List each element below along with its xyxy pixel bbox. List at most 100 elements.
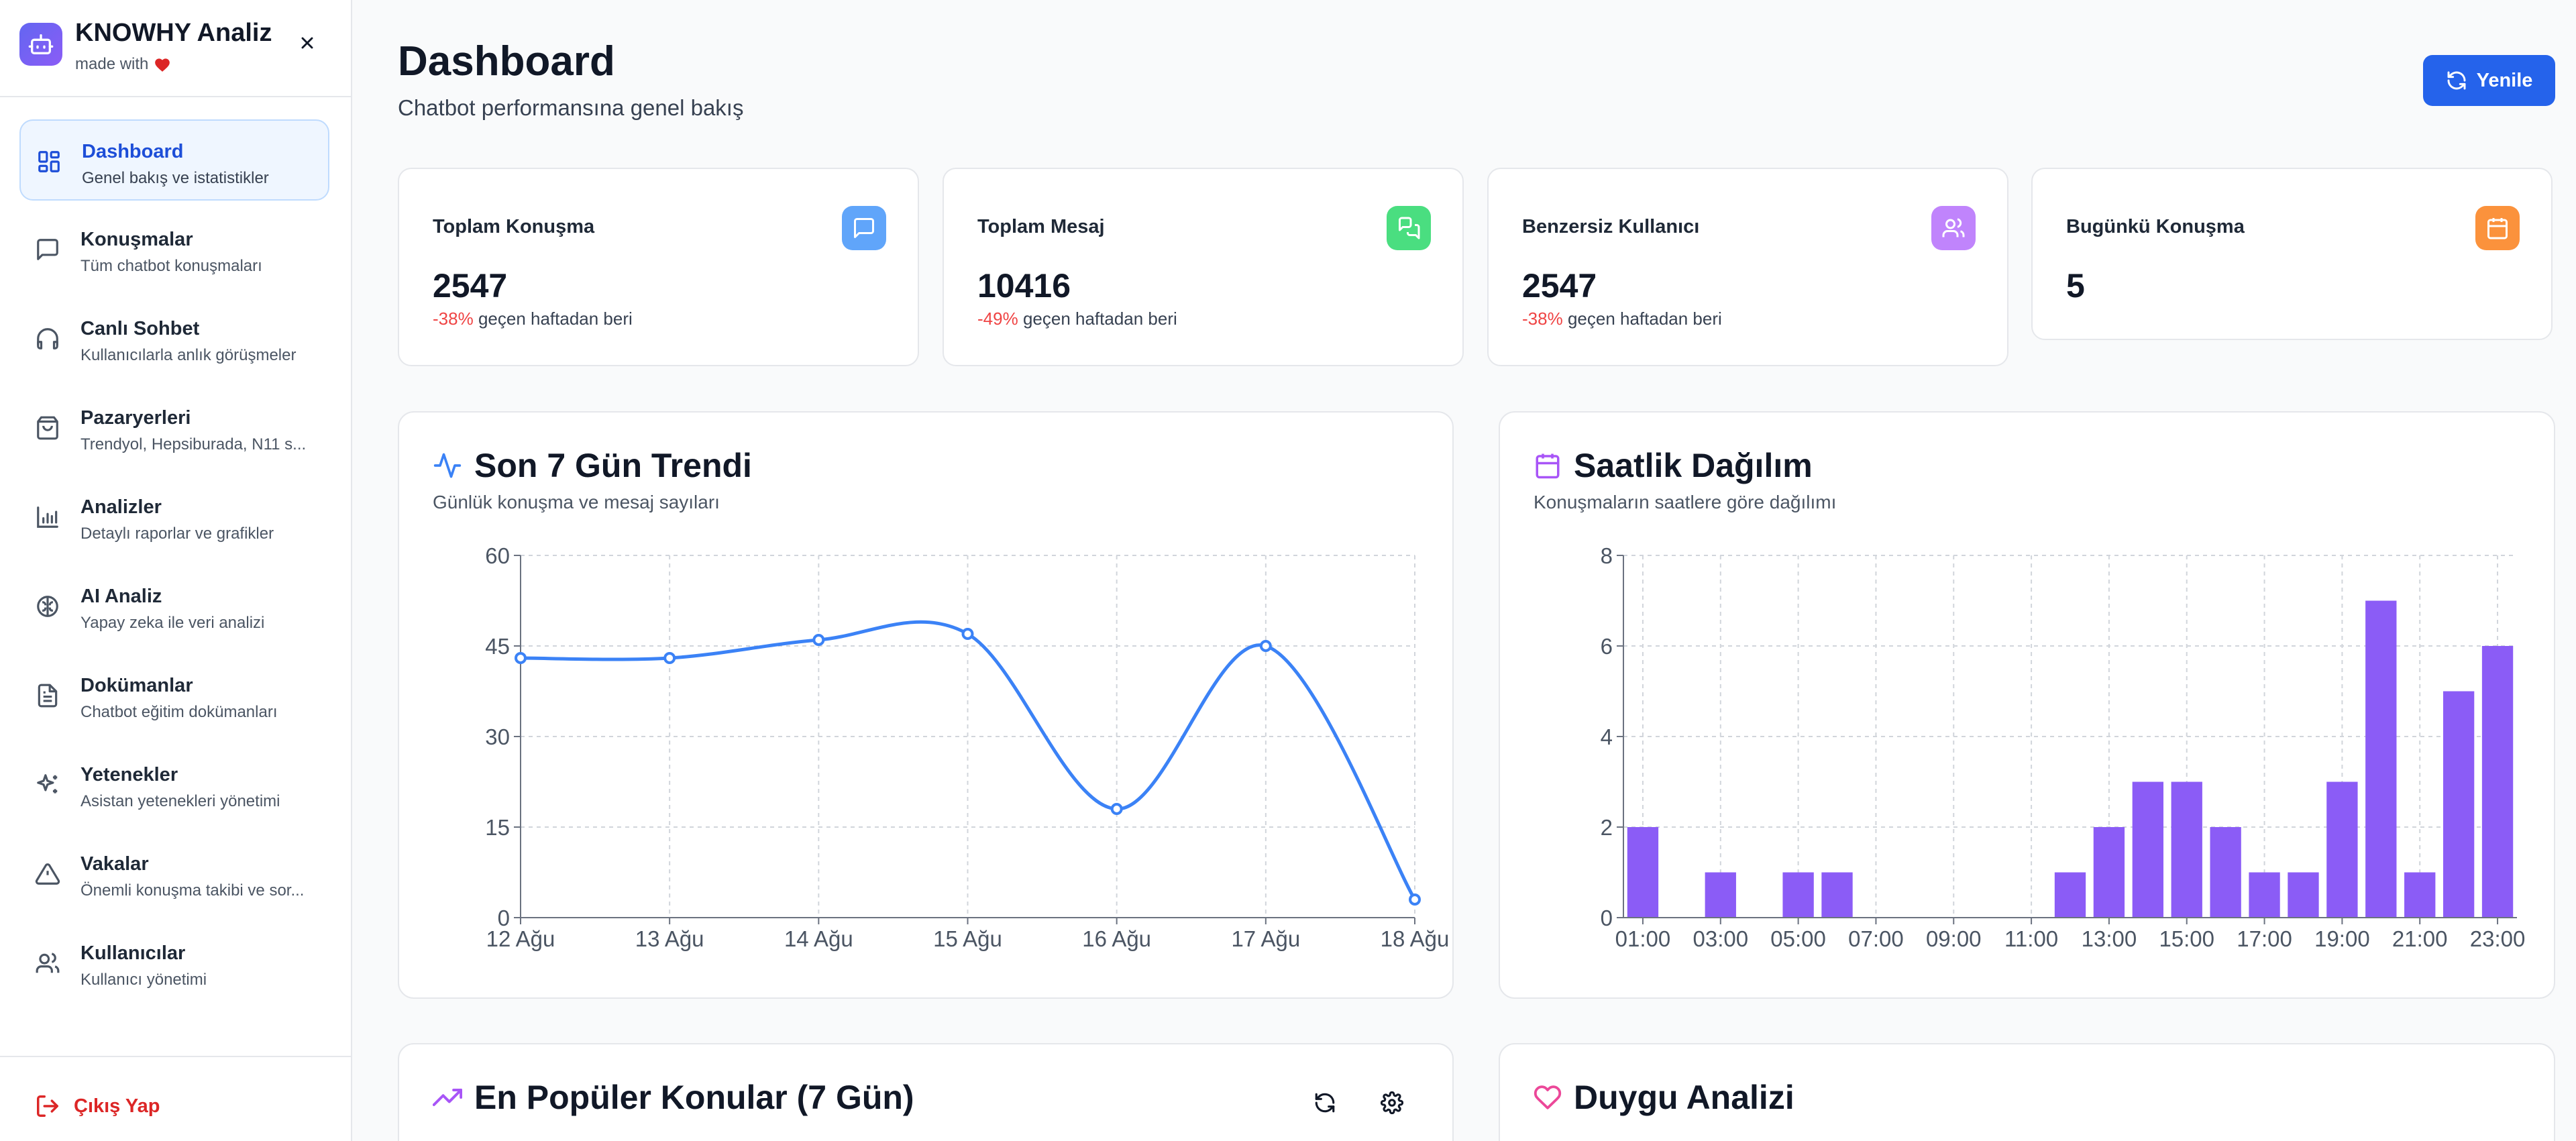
- message-square-icon: [34, 236, 61, 263]
- stat-label: Bugünkü Konuşma: [2066, 216, 2245, 237]
- x-tick-label: 18 Ağu: [1381, 926, 1450, 951]
- sidebar-item-dokumanlar[interactable]: Dokümanlar Chatbot eğitim dokümanları: [19, 655, 329, 736]
- sidebar-item-desc: Chatbot eğitim dokümanları: [80, 703, 278, 721]
- alert-triangle-icon: [34, 861, 61, 887]
- hourly-subtitle: Konuşmaların saatlere göre dağılımı: [1534, 492, 1837, 512]
- bar-05:00: [1782, 872, 1814, 918]
- gear-icon: [1381, 1091, 1403, 1114]
- brain-icon: [34, 593, 61, 620]
- trend-panel: Son 7 Gün Trendi Günlük konuşma ve mesaj…: [398, 411, 1454, 999]
- data-point: [961, 628, 974, 640]
- dashboard-grid-icon: [36, 148, 62, 175]
- sidebar-item-label: Vakalar: [80, 853, 149, 875]
- logout-label: Çıkış Yap: [74, 1095, 160, 1117]
- stat-card-total-conversations: Toplam Konuşma 2547 -38% geçen haftadan …: [398, 168, 919, 366]
- logout-button[interactable]: Çıkış Yap: [35, 1093, 160, 1119]
- bar-14:00: [2132, 781, 2163, 918]
- sentiment-panel: Duygu Analizi: [1499, 1043, 2555, 1141]
- hourly-bar-chart: 0 2 4 6 8 01:00 03:00 05:00 07:00 09:00 11:00 13:00…: [1601, 543, 2526, 951]
- y-tick-label: 4: [1601, 724, 1613, 749]
- stat-change: -38% geçen haftadan beri: [1522, 309, 1722, 329]
- sidebar-item-desc: Önemli konuşma takibi ve sor...: [80, 881, 305, 900]
- bar-16:00: [2210, 827, 2241, 918]
- stat-card-unique-users: Benzersiz Kullanıcı 2547 -38% geçen haft…: [1487, 168, 2008, 366]
- sidebar-footer: Çıkış Yap: [0, 1056, 351, 1141]
- bar-20:00: [2365, 600, 2397, 918]
- bar-01:00: [1627, 827, 1659, 918]
- sidebar-item-label: Pazaryerleri: [80, 407, 191, 429]
- hourly-title-text: Saatlik Dağılım: [1574, 447, 1813, 484]
- stat-label: Benzersiz Kullanıcı: [1522, 216, 1700, 237]
- sidebar-item-label: Canlı Sohbet: [80, 318, 200, 339]
- heart-icon: [155, 58, 170, 72]
- brand-tagline: made with: [75, 55, 171, 74]
- sidebar-item-dashboard[interactable]: Dashboard Genel bakış ve istatistikler: [19, 119, 329, 201]
- series-line: [520, 620, 1417, 901]
- sentiment-title-text: Duygu Analizi: [1574, 1079, 1794, 1116]
- topics-title-text: En Popüler Konular (7 Gün): [474, 1079, 914, 1116]
- y-tick-label: 2: [1601, 815, 1613, 840]
- y-tick-label: 8: [1601, 543, 1613, 568]
- messages-icon: [1387, 206, 1431, 250]
- stat-label: Toplam Konuşma: [433, 216, 595, 237]
- stat-card-today-conversations: Bugünkü Konuşma 5: [2031, 168, 2553, 340]
- brand-tagline-text: made with: [75, 55, 149, 73]
- bar-chart-icon: [34, 504, 61, 531]
- x-tick-label: 11:00: [2004, 926, 2058, 951]
- sidebar-item-desc: Trendyol, Hepsiburada, N11 s...: [80, 435, 307, 453]
- x-tick-label: 05:00: [1770, 926, 1826, 951]
- sidebar-item-analizler[interactable]: Analizler Detaylı raporlar ve grafikler: [19, 476, 329, 557]
- stat-value: 2547: [1522, 267, 1597, 305]
- hourly-panel-title: Saatlik Dağılım: [1534, 446, 1813, 485]
- stat-change-text: geçen haftadan beri: [1567, 309, 1722, 329]
- sidebar-item-pazaryerleri[interactable]: Pazaryerleri Trendyol, Hepsiburada, N11 …: [19, 387, 329, 468]
- users-icon: [34, 950, 61, 977]
- bar-06:00: [1821, 872, 1853, 918]
- x-tick-label: 03:00: [1693, 926, 1748, 951]
- x-tick-label: 13:00: [2082, 926, 2137, 951]
- stat-change-percent: -49%: [977, 309, 1018, 329]
- sidebar-item-kullanicilar[interactable]: Kullanıcılar Kullanıcı yönetimi: [19, 922, 329, 1003]
- sidebar-item-vakalar[interactable]: Vakalar Önemli konuşma takibi ve sor...: [19, 833, 329, 914]
- calendar-icon: [1536, 453, 1560, 479]
- stat-value: 10416: [977, 267, 1071, 305]
- data-point: [663, 652, 676, 664]
- close-icon: [301, 37, 313, 49]
- y-tick-label: 6: [1601, 634, 1613, 659]
- y-tick-label: 0: [1601, 906, 1613, 930]
- close-sidebar-button[interactable]: [294, 30, 321, 56]
- calendar-icon: [2475, 206, 2520, 250]
- x-tick-label: 17:00: [2237, 926, 2292, 951]
- sidebar-item-konusmalar[interactable]: Konuşmalar Tüm chatbot konuşmaları: [19, 209, 329, 290]
- stat-change: -38% geçen haftadan beri: [433, 309, 633, 329]
- x-tick-label: 21:00: [2392, 926, 2448, 951]
- y-tick-label: 15: [485, 815, 510, 840]
- bar-12:00: [2054, 872, 2086, 918]
- sentiment-panel-title: Duygu Analizi: [1534, 1078, 1794, 1117]
- topics-refresh-button[interactable]: [1308, 1086, 1342, 1120]
- sidebar-item-label: Dokümanlar: [80, 675, 193, 696]
- refresh-button[interactable]: Yenile: [2423, 55, 2555, 106]
- sidebar-item-desc: Genel bakış ve istatistikler: [82, 169, 269, 187]
- y-tick-label: 0: [498, 906, 510, 930]
- bot-logo-icon: [19, 23, 62, 66]
- bar-17:00: [2249, 872, 2280, 918]
- sidebar-item-yetenekler[interactable]: Yetenekler Asistan yetenekleri yönetimi: [19, 744, 329, 825]
- stat-value: 2547: [433, 267, 508, 305]
- data-point: [1110, 803, 1123, 815]
- trend-title-text: Son 7 Gün Trendi: [474, 447, 752, 484]
- stat-change-percent: -38%: [1522, 309, 1563, 329]
- sidebar-item-desc: Kullanıcı yönetimi: [80, 971, 207, 989]
- bar-03:00: [1705, 872, 1736, 918]
- sidebar-item-canli-sohbet[interactable]: Canlı Sohbet Kullanıcılarla anlık görüşm…: [19, 298, 329, 379]
- sidebar-item-desc: Kullanıcılarla anlık görüşmeler: [80, 346, 297, 364]
- message-square-icon: [842, 206, 886, 250]
- topics-settings-button[interactable]: [1375, 1086, 1409, 1120]
- sidebar-item-ai-analiz[interactable]: AI Analiz Yapay zeka ile veri analizi: [19, 565, 329, 647]
- x-tick-label: 12 Ağu: [486, 926, 555, 951]
- hourly-panel: Saatlik Dağılım Konuşmaların saatlere gö…: [1499, 411, 2555, 999]
- sidebar-item-label: Konuşmalar: [80, 229, 193, 250]
- stat-card-total-messages: Toplam Mesaj 10416 -49% geçen haftadan b…: [943, 168, 1464, 366]
- sidebar-item-label: AI Analiz: [80, 586, 162, 607]
- sidebar: KNOWHY Analiz made with Dashboard Genel …: [0, 0, 352, 1141]
